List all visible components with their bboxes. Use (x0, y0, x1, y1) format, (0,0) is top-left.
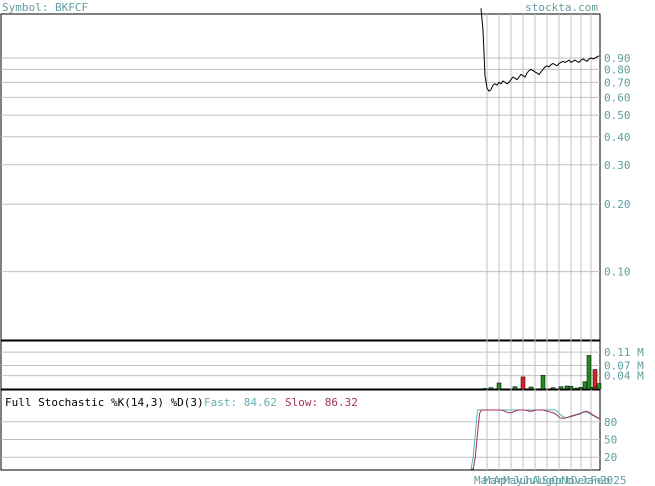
price-panel (0, 13, 601, 341)
volume-tick-label: 0.04 M (604, 370, 644, 383)
volume-bar (482, 388, 488, 390)
date-label: 2025 (600, 474, 627, 486)
volume-bar (586, 355, 592, 390)
symbol-label: Symbol: BKFCF (2, 1, 88, 14)
price-tick-labels: 0.900.800.70 0.60 0.50 0.40 0.30 0.20 0.10 (604, 52, 631, 279)
date-label: Mar (484, 474, 504, 486)
volume-bar (520, 376, 526, 390)
site-label: stockta.com (525, 1, 598, 14)
price-tick-label: 0.30 (604, 159, 631, 172)
date-label: Jan (581, 474, 601, 486)
price-series (480, 8, 600, 92)
volume-bar (578, 387, 584, 390)
volume-bar (564, 385, 570, 390)
volume-bar (496, 382, 502, 390)
stochastic-tick-label: 80 (604, 416, 617, 429)
date-label: Sep (542, 474, 562, 486)
date-label: Nov (561, 474, 581, 486)
volume-bar (488, 387, 494, 390)
date-label: Oct (552, 474, 572, 486)
date-axis-labels: MarMarAprMayJunJulAugSepOctNovDecJanFeb2… (474, 474, 627, 486)
volume-bar (596, 383, 602, 390)
volume-bar (528, 386, 534, 390)
volume-bars (482, 355, 602, 390)
volume-tick-label: 0.07 M (604, 360, 644, 373)
price-line (480, 8, 600, 92)
price-tick-label: 0.80 (604, 63, 631, 76)
price-tick-label: 0.50 (604, 109, 631, 122)
stochastic-fast-label: Fast: 84.62 (204, 396, 277, 409)
volume-tick-labels: 0.11 M0.07 M0.04 M (604, 346, 644, 383)
volume-bar (558, 386, 564, 390)
stochastic-gridlines (1, 421, 600, 458)
volume-bar (540, 374, 546, 390)
volume-bar (550, 387, 556, 390)
price-tick-label: 0.40 (604, 131, 631, 144)
price-tick-label: 0.10 (604, 266, 631, 279)
volume-bar (568, 386, 574, 390)
date-label: Apr (493, 474, 513, 486)
volume-gridlines (1, 351, 600, 377)
price-tick-label: 0.90 (604, 52, 631, 65)
volume-bar (512, 386, 518, 390)
date-label: Aug (532, 474, 552, 486)
date-label: Feb (590, 474, 610, 486)
price-tick-label: 0.60 (604, 91, 631, 104)
stochastic-tick-label: 20 (604, 451, 617, 464)
date-label: Mar (474, 474, 494, 486)
stochastic-slow-label: Slow: 86.32 (285, 396, 358, 409)
stochastic-slow-line (471, 409, 600, 470)
stochastic-panel (0, 389, 601, 471)
price-tick-label: 0.70 (604, 76, 631, 89)
volume-tick-label: 0.11 M (604, 346, 644, 359)
price-gridlines (1, 57, 600, 273)
volume-bar (592, 369, 598, 390)
stochastic-tick-labels: 80 50 20 (604, 416, 617, 464)
stochastic-title: Full Stochastic %K(14,3) %D(3) (5, 396, 204, 409)
stochastic-series (470, 409, 600, 470)
date-label: Jun (513, 474, 533, 486)
date-label: Jul (522, 474, 542, 486)
price-tick-label: 0.20 (604, 198, 631, 211)
date-label: Dec (571, 474, 591, 486)
vertical-gridlines (486, 14, 592, 470)
volume-bar (574, 387, 580, 390)
stochastic-tick-label: 50 (604, 434, 617, 447)
date-label: May (503, 474, 523, 486)
volume-bar (582, 381, 588, 390)
